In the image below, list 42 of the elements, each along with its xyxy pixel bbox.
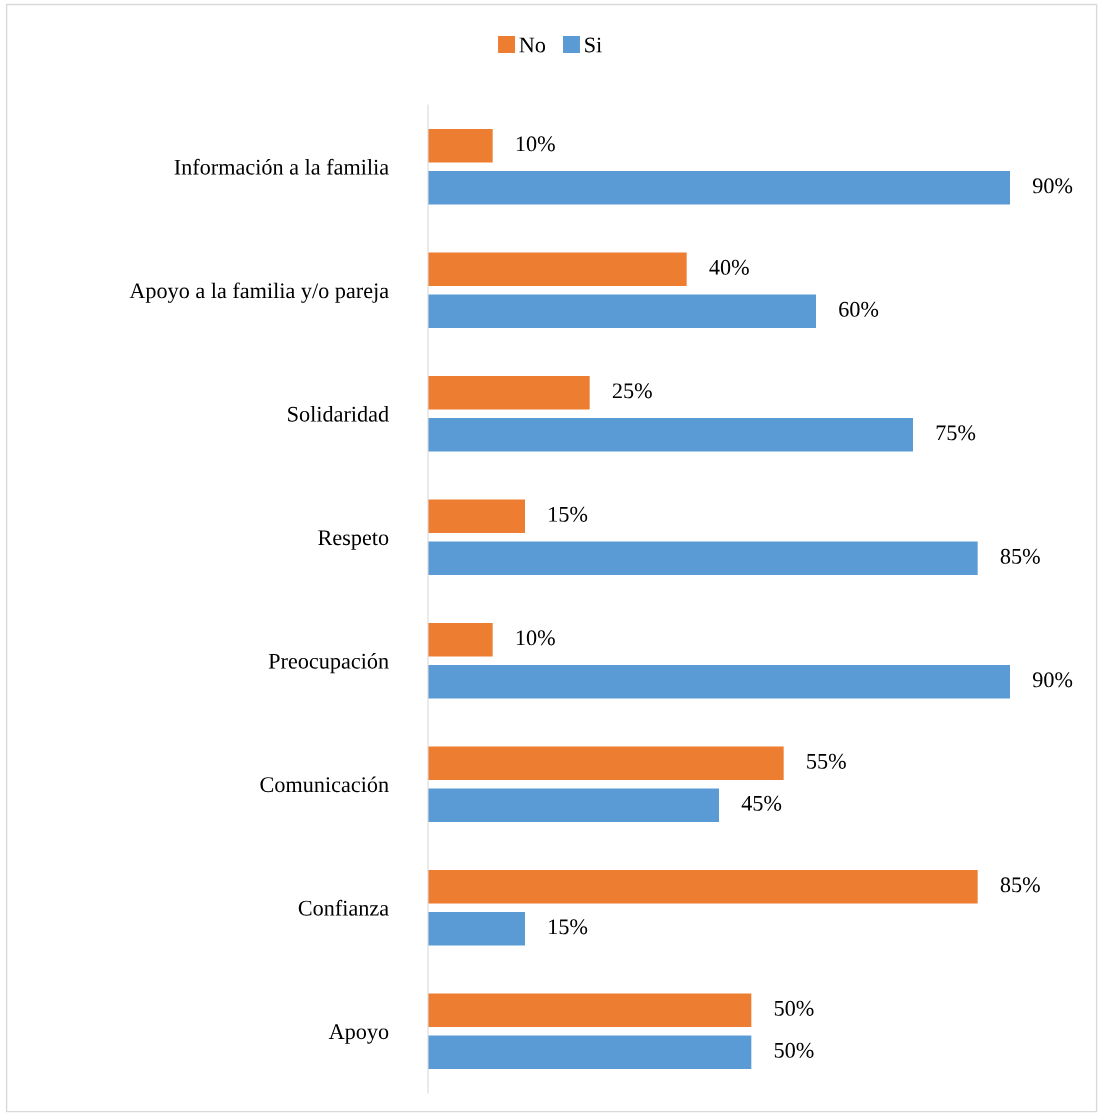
- bar: [428, 746, 784, 780]
- data-label: 40%: [709, 259, 749, 275]
- bar: [428, 912, 525, 946]
- bar: [428, 870, 978, 904]
- data-label: 90%: [1032, 672, 1073, 688]
- data-label: 85%: [1000, 548, 1040, 564]
- legend-label: Si: [585, 37, 602, 53]
- bar: [428, 1035, 752, 1069]
- bar: [428, 418, 913, 452]
- bar: [428, 294, 816, 328]
- legend-label: No: [519, 37, 546, 53]
- data-label: 45%: [741, 795, 782, 811]
- data-label: 25%: [612, 383, 652, 399]
- bar: [428, 665, 1010, 699]
- y-tick-label: Preocupación: [268, 653, 389, 674]
- data-label: 60%: [839, 301, 879, 317]
- bar: [428, 499, 525, 533]
- y-tick-label: Solidaridad: [288, 406, 389, 422]
- data-label: 15%: [549, 506, 588, 522]
- y-tick-label: Respeto: [318, 530, 389, 550]
- data-label: 10%: [516, 136, 555, 152]
- y-tick-label: Apoyo: [328, 1024, 389, 1044]
- bar: [428, 541, 978, 575]
- data-label: 75%: [936, 425, 976, 441]
- bar: [428, 788, 719, 822]
- data-label: 90%: [1032, 178, 1073, 194]
- bar: [428, 376, 590, 410]
- bar: [428, 129, 493, 163]
- bar: [428, 171, 1010, 205]
- y-tick-label: Comunicación: [260, 776, 389, 793]
- y-tick-label: Información a la familia: [174, 158, 389, 175]
- bar: [428, 993, 752, 1027]
- data-label: 50%: [774, 1000, 814, 1016]
- data-label: 10%: [516, 630, 555, 646]
- y-tick-label: Confianza: [298, 899, 389, 916]
- y-tick-label: Apoyo a la familia y/o pareja: [129, 282, 389, 303]
- data-label: 85%: [1000, 877, 1040, 893]
- data-label: 50%: [774, 1042, 814, 1058]
- data-label: 55%: [807, 753, 846, 769]
- bar: [428, 623, 493, 657]
- bar: [428, 252, 687, 286]
- data-label: 15%: [549, 919, 588, 935]
